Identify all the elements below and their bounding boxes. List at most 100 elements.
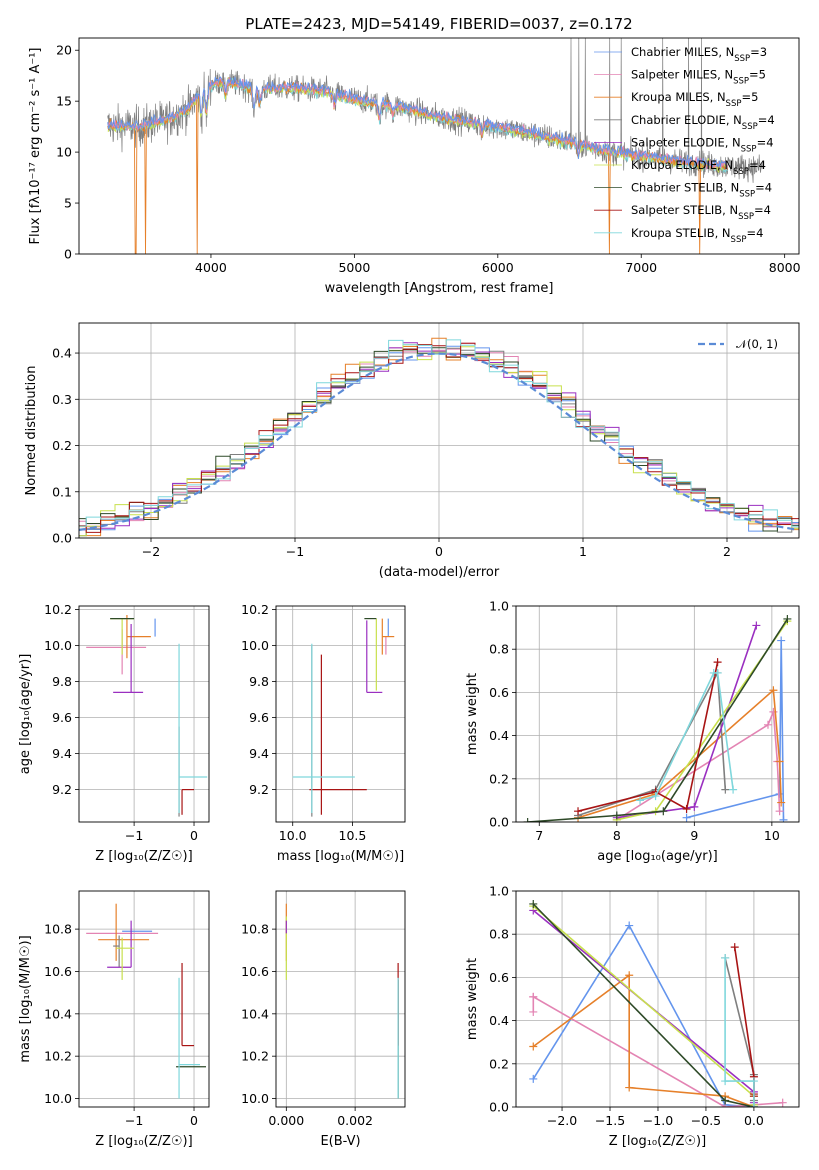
weight-line-kroupa-miles [532,973,755,1107]
y-tick-label: 10.0 [44,638,72,653]
weight-marker [778,1098,787,1107]
axes-frame [515,890,800,1108]
y-tick-label: 10.2 [44,1049,72,1064]
y-tick-label: 0.2 [489,1056,509,1071]
y-tick-label: 1.0 [489,599,509,614]
weight-marker [779,815,788,822]
legend-count: =4 [746,226,763,240]
weight-marker [574,807,583,816]
x-tick-label: 5000 [338,260,370,275]
y-tick-label: 9.2 [249,782,269,797]
x-tick-label: 4000 [195,260,227,275]
weight-marker [721,1077,730,1086]
y-tick-label: 10.8 [44,922,72,937]
weight-line-chabrier-miles [686,640,785,820]
spectrum-title: PLATE=2423, MJD=54149, FIBERID=0037, z=0… [245,15,632,33]
gaussian-legend-label: 𝒩(0, 1) [736,337,778,351]
plot-area [79,337,799,537]
y-tick-label: 0.6 [489,685,509,700]
x-tick-label: 0.000 [268,1113,304,1128]
x-axis-label: Z [log₁₀(Z/Z☉)] [95,1134,192,1149]
weight-line-salpeter-elodie [616,625,758,819]
y-tick-label: 10.0 [44,1091,72,1106]
legend-label: Kroupa STELIB, NSSP=4 [631,226,763,245]
plot-area [285,903,399,1099]
y-tick-label: 15 [56,94,72,109]
y-tick-label: 0.0 [52,531,72,546]
weight-marker [783,614,792,623]
weight-marker [777,636,786,645]
plot-area [86,615,208,817]
weight-marker [763,720,772,729]
legend-label: Chabrier ELODIE, NSSP=4 [631,113,775,132]
x-tick-label: 10.5 [339,828,367,843]
legend-count: =4 [749,158,766,172]
legend-subscript: SSP [734,54,750,64]
y-tick-label: 0.0 [489,1100,509,1115]
x-tick-label: 0 [435,544,443,559]
legend-subscript: SSP [738,212,754,222]
y-tick-label: 1.0 [489,884,509,899]
x-axis-label: age [log₁₀(age/yr)] [597,849,718,864]
x-tick-label: 7 [535,828,543,843]
y-tick-label: 0.2 [52,438,72,453]
weight-marker [625,971,634,980]
weight-marker [769,686,778,695]
y-tick-label: 20 [56,43,72,58]
weight-marker [713,668,722,677]
legend-label: Salpeter ELODIE, NSSP=4 [631,135,774,154]
residuals-panel: −2 −1 0 1 2 0.0 0.1 0.2 0.3 0.4 (data-model)/error… [24,322,800,580]
plot-area [107,38,764,254]
legend-subscript: SSP [726,99,742,109]
plot-area [86,903,207,1099]
x-axis-label: E(B-V) [320,1134,360,1149]
y-tick-label: 0.6 [489,970,509,985]
y-tick-label: 0.0 [489,815,509,830]
histogram-kroupa-elodie [79,344,799,537]
legend-subscript: SSP [731,235,747,245]
spectrum-panel: 4000 5000 6000 7000 8000 0 5 10 15 20 wavelength [… [28,37,801,296]
x-tick-label: −1 [125,1113,143,1128]
y-axis-label: Normed distribution [24,366,39,496]
weight-line-kroupa-elodie [616,620,789,821]
weight-line-kroupa-miles [577,688,782,819]
weight-marker [625,921,634,930]
legend-label: Chabrier STELIB, NSSP=4 [631,181,772,200]
weight-marker [730,943,739,952]
x-tick-label: 10.0 [279,828,307,843]
y-axis-label: mass [log₁₀(M/M☉)] [18,935,33,1062]
y-tick-label: 10.2 [241,1049,269,1064]
y-tick-label: 9.8 [249,674,269,689]
weight-marker [721,953,730,962]
legend-count: =4 [757,135,774,149]
legend-label: Kroupa MILES, NSSP=5 [631,90,758,109]
weight-marker [713,658,722,667]
y-axis-label: Flux [fλ10⁻¹⁷ erg cm⁻² s⁻¹ A⁻¹] [28,48,43,245]
weight-marker [651,792,660,801]
legend-count: =4 [758,113,775,127]
weight-marker [777,798,786,807]
x-axis-label: Z [log₁₀(Z/Z☉)] [95,849,192,864]
weight-marker [529,1074,538,1083]
legend-count: =4 [754,203,771,217]
x-tick-label: 0 [190,1113,198,1128]
weight-marker [752,621,761,630]
weight-marker [529,1042,538,1051]
legend-count: =5 [741,90,758,104]
legend-label: Chabrier MILES, NSSP=3 [631,45,767,64]
y-axis-label: mass weight [465,673,480,755]
x-axis-label: wavelength [Angstrom, rest frame] [325,281,554,296]
y-tick-label: 0.2 [489,771,509,786]
series-salpeter-miles [107,77,728,170]
axes-frame [78,605,210,823]
x-axis-label: mass [log₁₀(M/M☉)] [277,849,404,864]
x-tick-label: 9 [690,828,698,843]
legend-label: Salpeter MILES, NSSP=5 [631,68,766,87]
legend-count: =5 [749,68,766,82]
plot-area [292,617,395,817]
x-tick-label: 8000 [769,260,801,275]
legend-subscript: SSP [741,144,757,154]
x-tick-label: 2 [723,544,731,559]
histogram-kroupa-miles [79,337,799,537]
y-tick-label: 0.4 [489,728,509,743]
